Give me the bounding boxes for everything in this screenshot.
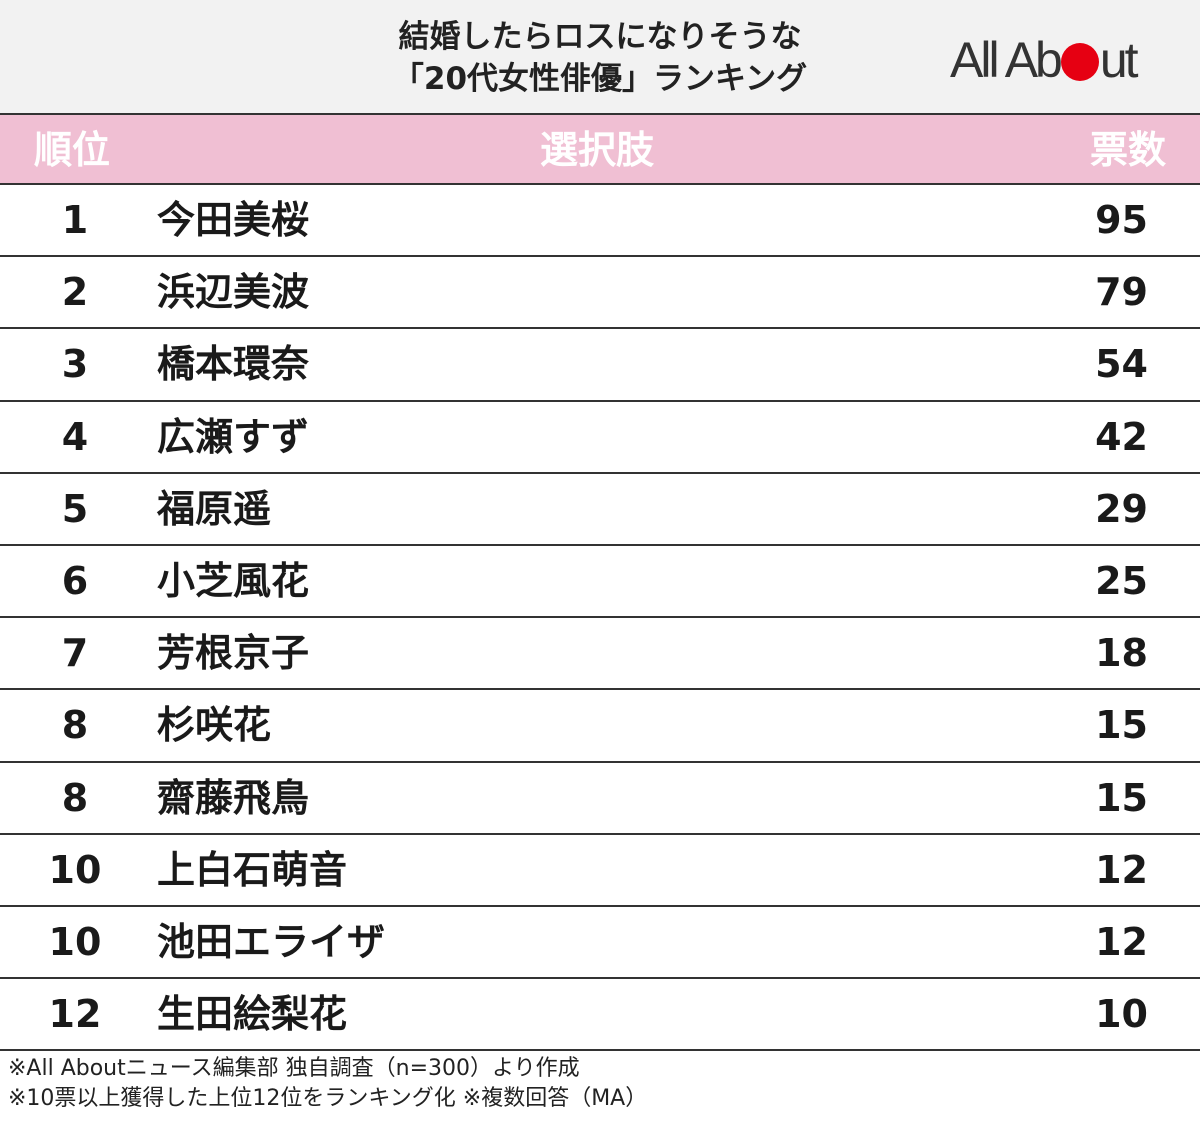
- rank-cell: 2: [61, 270, 89, 315]
- rank-cell: 8: [61, 703, 89, 748]
- column-header-rank: 順位: [34, 128, 111, 172]
- rank-cell: 6: [61, 558, 89, 603]
- logo-text-end: ut: [1099, 32, 1139, 88]
- title-banner: 結婚したらロスになりそうな 「20代女性俳優」ランキング All Ab ut: [0, 0, 1200, 113]
- votes-cell: 29: [1095, 486, 1148, 531]
- table-row: 5 福原遥 29: [0, 474, 1200, 546]
- votes-cell: 79: [1095, 270, 1148, 315]
- column-header-votes: 票数: [1089, 128, 1166, 172]
- table-header: 順位 選択肢 票数: [0, 113, 1200, 185]
- table-row: 1 今田美桜 95: [0, 185, 1200, 258]
- chart-title-line1: 結婚したらロスになりそうな: [398, 19, 802, 55]
- table-row: 6 小芝風花 25: [0, 546, 1200, 619]
- footnote-method: ※10票以上獲得した上位12位をランキング化 ※複数回答（MA）: [8, 1086, 648, 1111]
- name-cell: 今田美桜: [157, 198, 310, 242]
- logo-text-start: All Ab: [950, 32, 1063, 88]
- votes-cell: 15: [1095, 703, 1148, 748]
- table-row: 7 芳根京子 18: [0, 618, 1200, 691]
- allabout-logo: All Ab ut: [950, 30, 1139, 90]
- logo-red-dot-icon: [1060, 43, 1099, 81]
- table-row: 4 広瀬すず 42: [0, 402, 1200, 474]
- column-header-name: 選択肢: [540, 128, 655, 172]
- name-cell: 上白石萌音: [157, 847, 348, 892]
- table-row: 12 生田絵梨花 10: [0, 979, 1200, 1052]
- rank-cell: 10: [48, 919, 102, 964]
- name-cell: 生田絵梨花: [157, 992, 348, 1037]
- table-row: 8 杉咲花 15: [0, 690, 1200, 763]
- rank-cell: 4: [61, 414, 89, 459]
- name-cell: 浜辺美波: [157, 270, 310, 315]
- name-cell: 橋本環奈: [157, 342, 310, 387]
- name-cell: 齋藤飛鳥: [157, 775, 310, 820]
- votes-cell: 10: [1095, 992, 1148, 1037]
- table-row: 3 橋本環奈 54: [0, 329, 1200, 402]
- rank-cell: 10: [48, 847, 102, 892]
- table-row: 10 上白石萌音 12: [0, 835, 1200, 907]
- name-cell: 池田エライザ: [157, 919, 386, 964]
- votes-cell: 54: [1095, 342, 1148, 387]
- footnote-source: ※All Aboutニュース編集部 独自調査（n=300）より作成: [8, 1056, 580, 1081]
- ranking-table-body: 1 今田美桜 95 2 浜辺美波 79 3 橋本環奈 54 4 広瀬すず 42 5 福原遥 29 6 小芝風花 2…: [0, 185, 1200, 1052]
- chart-title: 結婚したらロスになりそうな 「20代女性俳優」ランキング: [240, 16, 960, 100]
- rank-cell: 1: [61, 198, 89, 242]
- votes-cell: 12: [1095, 847, 1148, 892]
- rank-cell: 3: [61, 342, 89, 387]
- name-cell: 広瀬すず: [157, 414, 310, 459]
- votes-cell: 25: [1095, 558, 1148, 603]
- rank-cell: 5: [61, 486, 89, 531]
- chart-title-line2: 「20代女性俳優」ランキング: [392, 61, 808, 97]
- rank-cell: 12: [48, 992, 102, 1037]
- votes-cell: 12: [1095, 919, 1148, 964]
- rank-cell: 7: [61, 631, 89, 676]
- name-cell: 小芝風花: [157, 558, 310, 603]
- footnotes: ※All Aboutニュース編集部 独自調査（n=300）より作成 ※10票以上…: [8, 1054, 647, 1114]
- name-cell: 杉咲花: [157, 703, 272, 748]
- name-cell: 福原遥: [157, 486, 272, 531]
- votes-cell: 95: [1095, 198, 1148, 242]
- table-row: 8 齋藤飛鳥 15: [0, 763, 1200, 835]
- votes-cell: 42: [1095, 414, 1148, 459]
- name-cell: 芳根京子: [157, 631, 310, 676]
- votes-cell: 18: [1095, 631, 1148, 676]
- table-row: 10 池田エライザ 12: [0, 907, 1200, 980]
- table-row: 2 浜辺美波 79: [0, 257, 1200, 330]
- rank-cell: 8: [61, 775, 89, 820]
- votes-cell: 15: [1095, 775, 1148, 820]
